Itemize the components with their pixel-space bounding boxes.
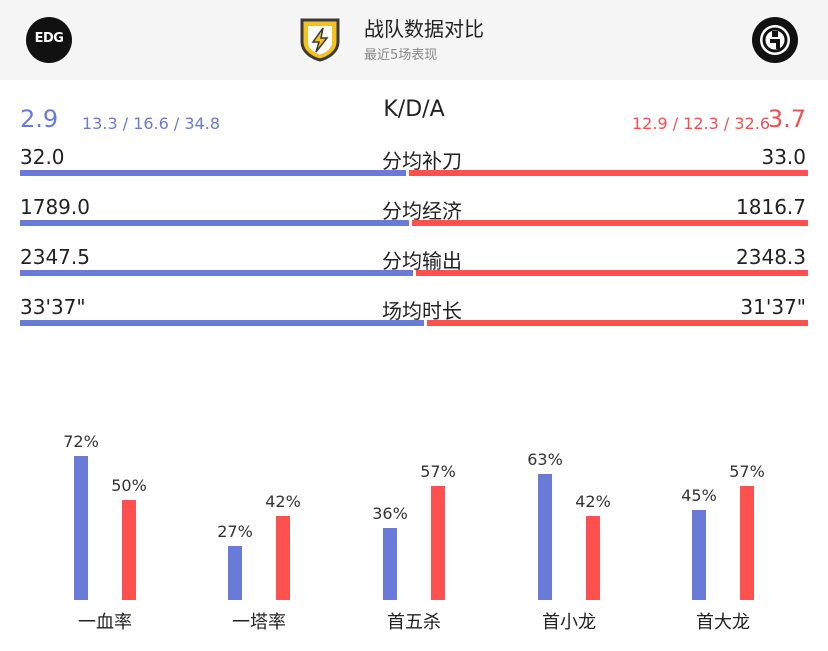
kda-label: K/D/A [383,97,445,122]
stat-bar-right [416,270,808,276]
stat-bar-right [409,170,808,176]
bar-value-label: 50% [111,476,147,495]
bar-right-2 [431,486,445,600]
page-subtitle: 最近5场表现 [364,48,438,63]
left-kda-detail: 13.3 / 16.6 / 34.8 [82,114,220,133]
bar-value-label: 72% [63,432,99,451]
kda-row: 2.9 13.3 / 16.6 / 34.8 K/D/A 12.9 / 12.3… [0,95,828,140]
stat-label: 场均时长 [382,299,462,323]
category-label: 一血率 [78,612,132,633]
bar-value-label: 57% [729,462,765,481]
stat-bar-right [412,220,808,226]
edg-team-logo[interactable]: EDG [26,17,72,63]
stat-label: 分均补刀 [382,149,462,173]
bar-right-1 [276,516,290,600]
bar-right-3 [586,516,600,600]
stat-right-value: 2348.3 [736,245,806,269]
bar-left-4 [692,510,706,600]
stat-label: 分均输出 [382,249,462,273]
bar-chart-svg: 72% 50% 一血率 27% 42% 一塔率 36% 57% 首五杀 63% 42% 首小龙 45% 5… [63,432,765,633]
stat-left-value: 33'37" [20,295,86,319]
ig-logo-icon [760,25,790,55]
stat-bar-left [20,170,406,176]
bar-value-label: 36% [372,504,408,523]
bar-value-label: 57% [420,462,456,481]
stat-bar-left [20,220,409,226]
stat-left-value: 32.0 [20,145,65,169]
stat-right-value: 1816.7 [736,195,806,219]
stat-right-value: 33.0 [761,145,806,169]
lightning-badge-icon [300,18,340,62]
bar-left-2 [383,528,397,600]
bar-value-label: 27% [217,522,253,541]
stat-left-value: 2347.5 [20,245,90,269]
bar-left-0 [74,456,88,600]
ig-team-logo[interactable] [752,17,798,63]
category-label: 首五杀 [387,612,441,633]
edg-logo-text: EDG [34,31,64,46]
stat-row-cs: 32.0 分均补刀 33.0 [0,143,828,177]
page-title: 战队数据对比 [364,17,484,41]
bar-value-label: 42% [265,492,301,511]
right-kda-value: 3.7 [767,105,806,133]
bar-left-1 [228,546,242,600]
bar-value-label: 42% [575,492,611,511]
stat-row-duration: 33'37" 场均时长 31'37" [0,293,828,327]
stat-label: 分均经济 [382,199,462,223]
stat-bar-left [20,270,413,276]
header: EDG 战队数据对比 最近5场表现 [0,0,828,80]
stat-left-value: 1789.0 [20,195,90,219]
left-kda-value: 2.9 [20,105,59,133]
objective-rate-chart: 72% 50% 一血率 27% 42% 一塔率 36% 57% 首五杀 63% 42% 首小龙 45% 5… [0,410,828,651]
bar-value-label: 45% [681,486,717,505]
stat-bar-right [427,320,808,326]
bar-left-3 [538,474,552,600]
stat-row-damage: 2347.5 分均输出 2348.3 [0,243,828,277]
stat-bar-left [20,320,424,326]
bar-right-4 [740,486,754,600]
right-kda-detail: 12.9 / 12.3 / 32.6 [632,114,770,133]
stat-right-value: 31'37" [740,295,806,319]
bar-value-label: 63% [527,450,563,469]
category-label: 首小龙 [542,612,596,633]
bar-right-0 [122,500,136,600]
category-label: 一塔率 [232,612,286,633]
category-label: 首大龙 [696,612,750,633]
stat-row-gold: 1789.0 分均经济 1816.7 [0,193,828,227]
